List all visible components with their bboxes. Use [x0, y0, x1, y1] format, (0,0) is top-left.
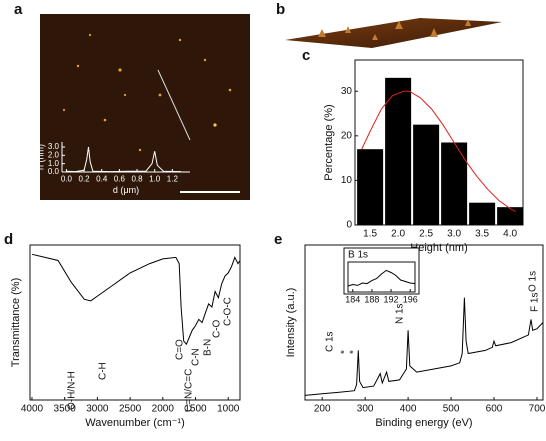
peak-annotation: C=N/C=C [184, 369, 195, 412]
y-tick-label: 3.0 [48, 142, 60, 151]
peak-annotation: N 1s [395, 303, 406, 324]
peak-annotation: C-H [98, 362, 109, 380]
peak-annotation: B-N [203, 339, 214, 356]
peak-annotation: * [349, 350, 360, 354]
x-tick-label: 200 [314, 404, 331, 415]
y-tick-label: 2.0 [48, 150, 60, 159]
peak-annotation: F 1s [530, 293, 541, 312]
x-tick-label: 184 [345, 294, 360, 304]
fit-curve [361, 90, 516, 213]
spectrum-line [66, 146, 182, 173]
peak-annotation: C=O [175, 339, 186, 360]
x-tick-label: 1000 [217, 404, 240, 415]
x-tick-label: 1.5 [363, 229, 377, 240]
panel-label: b [276, 1, 285, 18]
y-axis-label: Percentage (%) [323, 104, 335, 180]
afm-dots [62, 33, 232, 152]
histogram-bar [385, 77, 412, 226]
peak-annotation: C-O [212, 319, 223, 338]
x-axis-label: Binding energy (eV) [375, 417, 472, 429]
x-tick-label: 3500 [54, 404, 77, 415]
x-tick-label: 2.5 [419, 229, 433, 240]
afm-3d-peaks [318, 19, 471, 40]
histogram-bar [441, 142, 468, 225]
x-tick-label: 0.0 [61, 174, 73, 183]
peak-annotation: C 1s [325, 331, 336, 352]
panel-label: c [302, 47, 310, 64]
inset-frame [343, 247, 420, 295]
histogram-bar [357, 149, 384, 225]
peak-annotation: C-O-C [223, 297, 234, 326]
x-tick-label: 300 [357, 404, 374, 415]
x-tick-label: 600 [486, 404, 503, 415]
peak-annotation: O 1s [528, 271, 539, 292]
x-tick-label: 2000 [152, 404, 175, 415]
histogram-bar [413, 124, 440, 225]
plot-frame [304, 244, 544, 401]
peak-annotation: C-N [191, 348, 202, 366]
spectrum-line [31, 253, 241, 346]
panel-label: a [14, 1, 23, 18]
x-tick-label: 188 [364, 294, 379, 304]
x-tick-label: 1.0 [149, 174, 161, 183]
y-axis-label: h (nm) [36, 144, 46, 170]
inset-title: B 1s [348, 250, 368, 261]
peak-annotation: O-H/N-H [67, 371, 78, 410]
y-tick-label: 0 [346, 220, 352, 231]
x-axis-label: Wavenumber (cm⁻¹) [85, 417, 185, 429]
y-tick-label: 1.0 [48, 159, 60, 168]
afm-image [40, 14, 250, 200]
x-tick-label: 1.2 [167, 174, 179, 183]
x-tick-label: 3.5 [475, 229, 489, 240]
plot-frame [29, 244, 241, 401]
spectrum-line [304, 297, 544, 396]
histogram-bar [497, 207, 524, 225]
panel-label: e [274, 231, 282, 248]
x-tick-label: 3000 [86, 404, 109, 415]
x-tick-label: 2.0 [391, 229, 405, 240]
y-tick-label: 30 [341, 86, 353, 97]
x-tick-label: 4000 [21, 404, 44, 415]
plot-frame [347, 261, 416, 293]
x-tick-label: 196 [403, 294, 418, 304]
y-tick-label: 20 [341, 130, 353, 141]
x-tick-label: 0.2 [79, 174, 91, 183]
panel-label: d [4, 231, 13, 248]
x-axis-label: d (μm) [113, 185, 139, 195]
peak-annotation: * [340, 350, 351, 354]
histogram-bar [469, 202, 496, 225]
x-tick-label: 400 [400, 404, 417, 415]
x-tick-label: 1500 [184, 404, 207, 415]
x-tick-label: 500 [443, 404, 460, 415]
x-tick-label: 700 [529, 404, 546, 415]
y-axis-label: Intensity (a.u.) [285, 288, 297, 358]
afm-3d-surface [285, 18, 502, 48]
y-tick-label: 10 [341, 175, 353, 186]
x-tick-label: 4.0 [503, 229, 517, 240]
y-tick-label: 0.0 [48, 167, 60, 176]
x-tick-label: 0.8 [131, 174, 143, 183]
x-tick-label: 0.6 [114, 174, 126, 183]
x-tick-label: 3.0 [447, 229, 461, 240]
x-tick-label: 192 [384, 294, 399, 304]
x-tick-label: 2500 [119, 404, 142, 415]
y-axis-label: Transmittance (%) [10, 278, 22, 367]
spectrum-line [347, 269, 416, 287]
profile-line [157, 69, 191, 141]
x-tick-label: 0.4 [96, 174, 108, 183]
